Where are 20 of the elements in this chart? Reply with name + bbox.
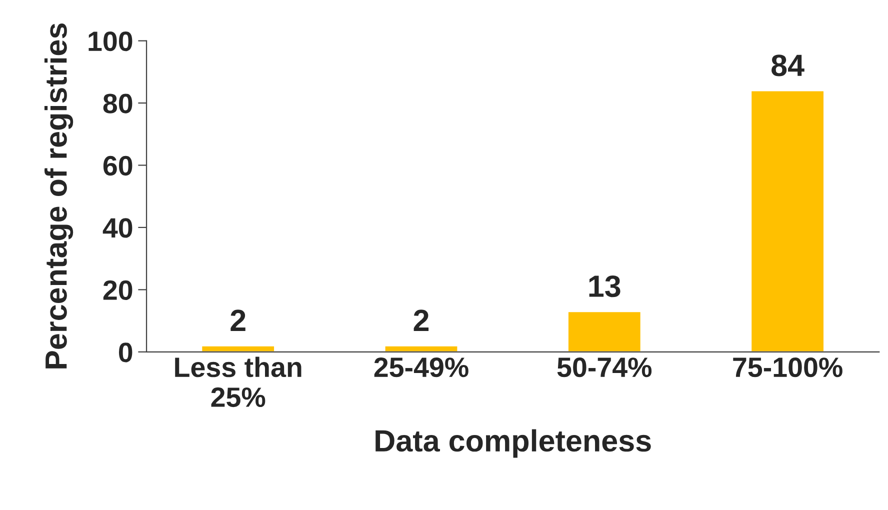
- bar: [200, 344, 276, 352]
- y-tick-label: 100: [88, 31, 132, 52]
- bar: [750, 90, 825, 352]
- data-label: 2: [230, 310, 246, 332]
- x-tick-label: 75-100%: [733, 357, 842, 378]
- data-label: 13: [589, 275, 620, 298]
- y-tick-label: 40: [102, 218, 132, 238]
- bar: [567, 310, 642, 352]
- data-label: 2: [414, 310, 429, 332]
- y-tick-label: 20: [103, 280, 132, 300]
- x-tick-label: Less than 25%: [175, 356, 302, 408]
- data-label: 84: [772, 54, 804, 76]
- y-axis-title: Percentage of registries: [44, 24, 74, 368]
- bar: [384, 344, 459, 352]
- x-tick-label: 25-49%: [374, 357, 468, 378]
- x-axis-title: Data completeness: [376, 429, 651, 458]
- x-tick-label: 50-74%: [557, 357, 652, 378]
- y-tick-label: 0: [118, 342, 132, 362]
- y-tick-label: 60: [103, 156, 132, 176]
- y-tick-label: 80: [103, 94, 132, 114]
